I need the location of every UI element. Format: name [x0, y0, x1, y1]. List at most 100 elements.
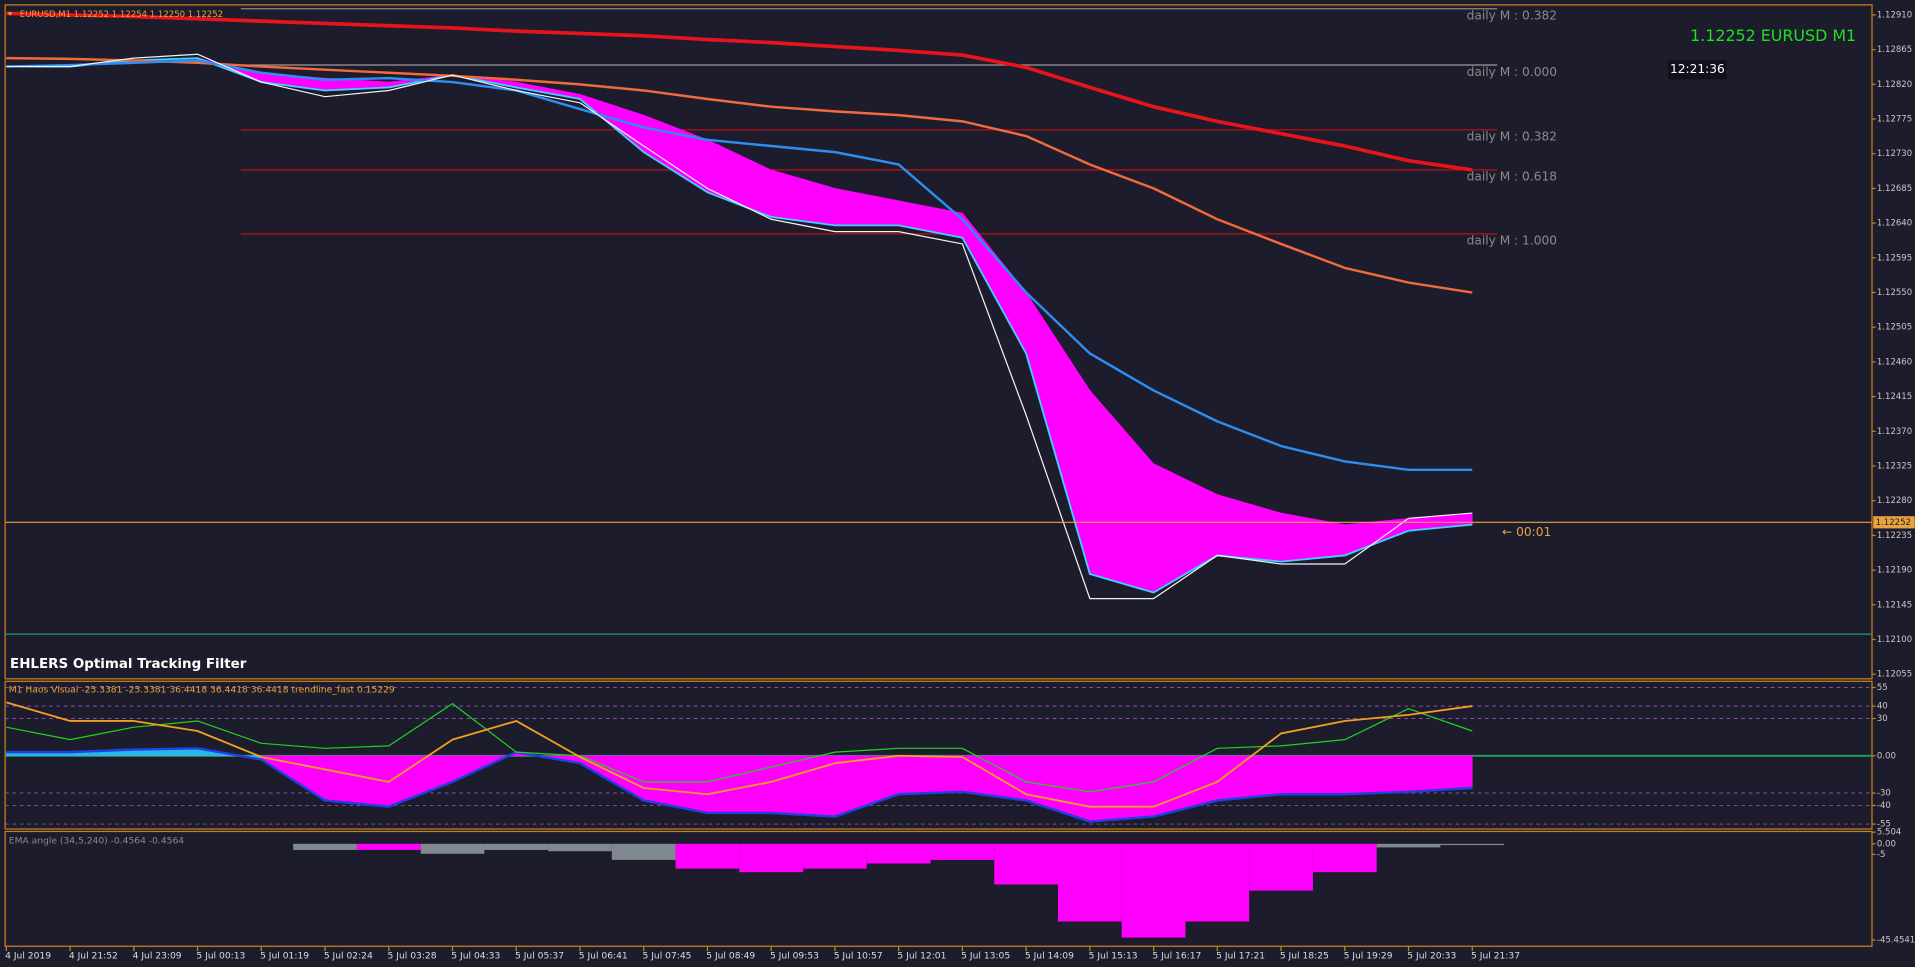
axes: 4 Jul 2019 4 Jul 21:52 4 Jul 23:09 5 Jul 00… — [5, 10, 1915, 961]
indicator-label: M1 Haos Visual -25.3381 -25.3381 36.4418… — [9, 685, 395, 695]
y-tick-label: 55 — [1877, 683, 1888, 693]
area-segment — [324, 755, 390, 808]
level-label: daily M : 0.382 — [1467, 130, 1557, 144]
area-segment — [1408, 755, 1473, 793]
x-tick-label: 5 Jul 16:17 — [1152, 952, 1201, 962]
dropdown-icon — [7, 12, 13, 16]
x-tick-label: 5 Jul 07:45 — [642, 952, 691, 962]
price-tag-label: 1.12252 — [1876, 518, 1911, 528]
histogram-bar — [1440, 843, 1505, 846]
y-tick-label: 1.12910 — [1877, 10, 1912, 20]
y-tick-label: 1.12325 — [1877, 462, 1912, 472]
ema-angle-pane — [293, 843, 1505, 938]
histogram-bar — [1121, 843, 1186, 938]
x-tick-label: 5 Jul 20:33 — [1407, 952, 1456, 962]
area-segment — [898, 755, 963, 795]
symbol-label: 1.12252 EURUSD M1 — [1690, 26, 1856, 45]
y-tick-label: 1.12190 — [1877, 566, 1912, 576]
y-tick-label: 1.12775 — [1877, 115, 1912, 125]
histogram-bar — [930, 843, 995, 860]
histogram-bar — [484, 843, 549, 850]
area-segment — [1089, 755, 1154, 822]
x-tick-label: 5 Jul 18:25 — [1280, 952, 1329, 962]
histogram-bar — [1312, 843, 1377, 873]
x-tick-label: 5 Jul 12:01 — [897, 952, 946, 962]
y-tick-label: -40 — [1877, 801, 1891, 811]
x-tick-label: 5 Jul 09:53 — [770, 952, 819, 962]
y-tick-label: 1.12685 — [1877, 184, 1912, 194]
x-tick-label: 5 Jul 17:21 — [1216, 952, 1265, 962]
histogram-bar — [548, 843, 612, 852]
x-tick-label: 5 Jul 21:37 — [1471, 952, 1520, 962]
y-tick-label: 1.12460 — [1877, 357, 1912, 367]
histogram-bar — [293, 843, 357, 850]
y-tick-label: 1.12505 — [1877, 323, 1912, 333]
x-tick-label: 5 Jul 02:24 — [324, 952, 373, 962]
series-line — [6, 11, 1473, 172]
histogram-bar — [420, 843, 485, 854]
y-tick-label: 0.00 — [1877, 751, 1896, 761]
x-tick-label: 5 Jul 05:37 — [515, 952, 564, 962]
level-label: daily M : 0.382 — [1467, 9, 1557, 23]
x-tick-label: 5 Jul 10:57 — [834, 952, 883, 962]
x-tick-label: 5 Jul 00:13 — [196, 952, 245, 962]
histogram-bar — [866, 843, 931, 864]
series-line — [6, 703, 1473, 793]
level-label: daily M : 0.000 — [1467, 65, 1557, 79]
symbol-header: EURUSD,M1 1.12252 1.12254 1.12250 1.1225… — [20, 10, 223, 20]
y-tick-label: 5.504 — [1877, 828, 1901, 838]
y-tick-label: -45.4541 — [1877, 936, 1915, 946]
level-label: daily M : 0.618 — [1467, 170, 1557, 184]
histogram-bar — [1185, 843, 1250, 922]
histogram-bar — [675, 843, 740, 869]
histogram-bar — [611, 843, 676, 860]
x-tick-label: 5 Jul 04:33 — [451, 952, 500, 962]
bar-countdown: ← 00:01 — [1502, 525, 1551, 539]
histogram-bar — [1376, 843, 1441, 848]
x-tick-label: 4 Jul 2019 — [5, 952, 51, 962]
y-tick-label: 1.12415 — [1877, 392, 1912, 402]
histogram-bar — [994, 843, 1058, 885]
level-label: daily M : 1.000 — [1467, 234, 1557, 248]
series-line — [6, 701, 1473, 808]
y-tick-label: 1.12100 — [1877, 635, 1912, 645]
y-tick-label: -30 — [1877, 789, 1891, 799]
y-tick-label: 1.12640 — [1877, 219, 1912, 229]
y-tick-label: 1.12820 — [1877, 80, 1912, 90]
histogram-bar — [1249, 843, 1313, 891]
y-tick-label: 1.12055 — [1877, 670, 1912, 680]
x-tick-label: 5 Jul 14:09 — [1025, 952, 1074, 962]
pane-frame — [4, 830, 1873, 947]
y-tick-label: 40 — [1877, 702, 1888, 712]
histogram-bar — [1057, 843, 1122, 922]
y-tick-label: 1.12595 — [1877, 253, 1912, 263]
clock-box — [1668, 59, 1727, 80]
y-tick-label: 1.12865 — [1877, 45, 1912, 55]
histogram-bar — [739, 843, 804, 873]
histogram-bar — [803, 843, 867, 869]
y-tick-label: 1.12145 — [1877, 600, 1912, 610]
area-segment — [1280, 755, 1346, 795]
y-tick-label: 1.12550 — [1877, 288, 1912, 298]
pane-frame — [4, 4, 1873, 680]
y-tick-label: 0.00 — [1877, 839, 1896, 849]
series-line — [6, 53, 1473, 600]
y-tick-label: -5 — [1877, 850, 1886, 860]
x-tick-label: 5 Jul 08:49 — [706, 952, 755, 962]
x-tick-label: 5 Jul 13:05 — [961, 952, 1010, 962]
clock: 12:21:36 — [1670, 62, 1725, 76]
area-segment — [1344, 755, 1409, 795]
x-tick-label: 5 Jul 15:13 — [1089, 952, 1138, 962]
series-line — [6, 56, 1473, 294]
y-tick-label: 1.12370 — [1877, 427, 1912, 437]
x-tick-label: 5 Jul 06:41 — [579, 952, 628, 962]
x-tick-label: 5 Jul 19:29 — [1344, 952, 1393, 962]
y-tick-label: 30 — [1877, 714, 1888, 724]
price-pane: daily M : 0.382 daily M : 0.000 daily M : … — [5, 8, 1872, 635]
histogram-bar — [356, 843, 421, 850]
x-tick-label: 5 Jul 01:19 — [260, 952, 309, 962]
y-tick-label: 1.12235 — [1877, 531, 1912, 541]
area-segment — [1217, 755, 1282, 801]
